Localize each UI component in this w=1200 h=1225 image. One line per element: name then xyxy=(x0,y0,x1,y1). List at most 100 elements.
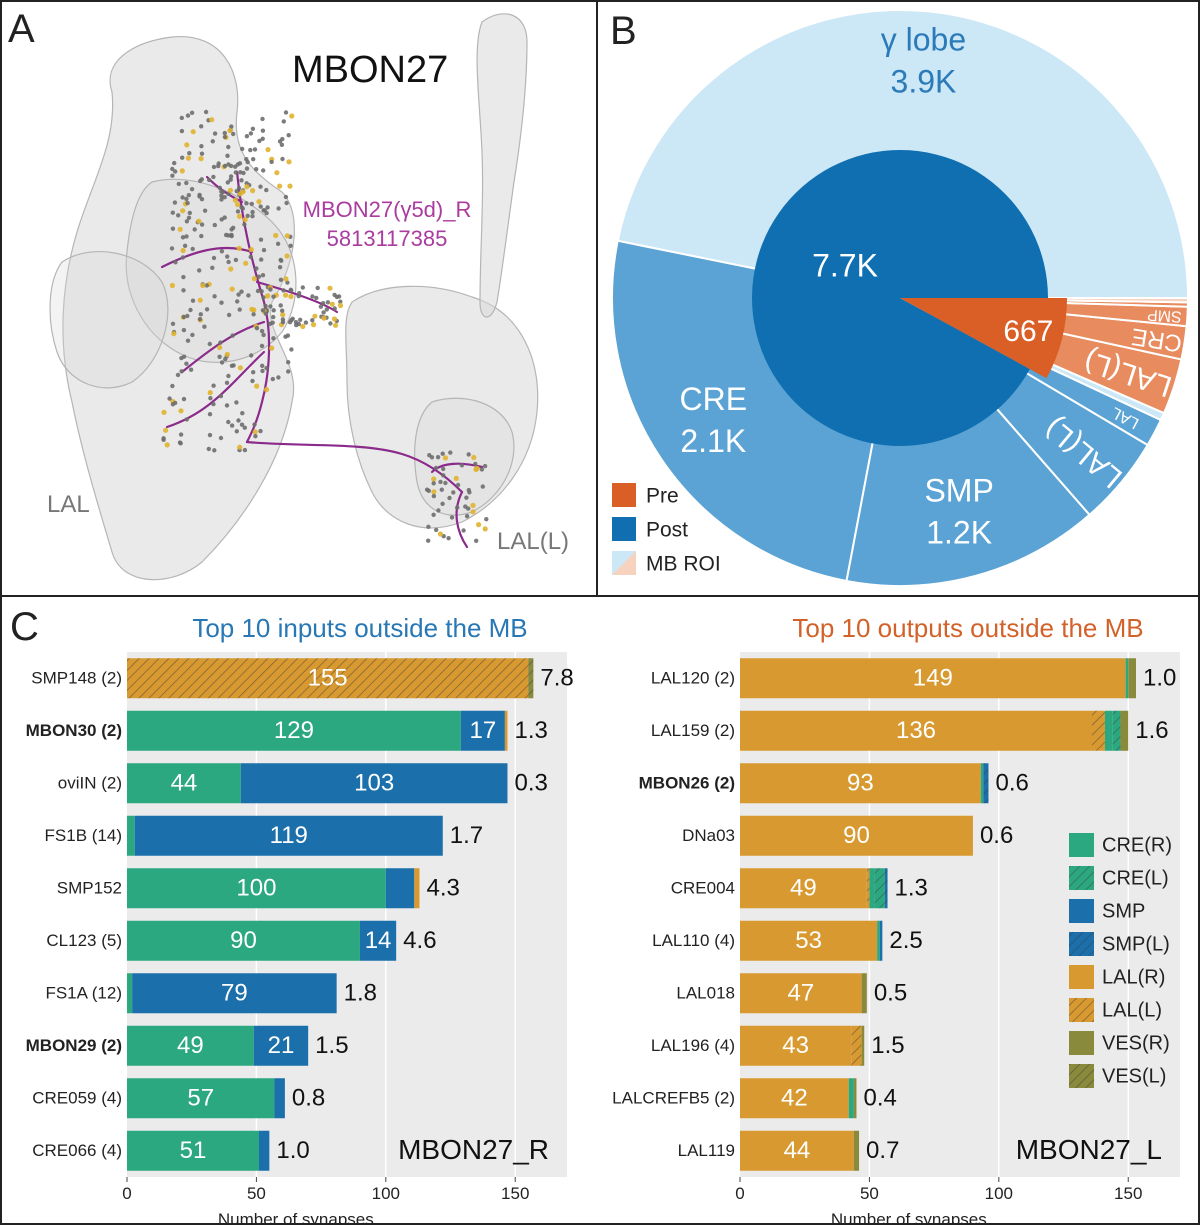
synapse-dot xyxy=(225,180,230,185)
synapse-dot xyxy=(298,317,303,322)
synapse-dot xyxy=(473,461,478,467)
synapse-dot xyxy=(199,124,204,129)
synapse-dot xyxy=(199,233,204,239)
synapse-dot xyxy=(192,227,197,232)
synapse-dot xyxy=(228,174,234,179)
bar-segment-label: 49 xyxy=(177,1032,204,1059)
synapse-dot xyxy=(271,294,276,299)
synapse-dot xyxy=(199,222,205,227)
synapse-dot xyxy=(259,328,265,334)
legend-swatch-half xyxy=(612,551,636,575)
inputs-bar-chart: 0 50 100 150 Number of synapses Top 10 inputs… xyxy=(26,613,574,1223)
synapse-dot xyxy=(184,219,190,224)
x-tick-label: 150 xyxy=(501,1184,529,1203)
bar-end-value: 0.7 xyxy=(866,1137,899,1164)
legend-label: SMP(L) xyxy=(1102,933,1170,955)
bar-end-value: 0.4 xyxy=(863,1085,896,1112)
synapse-dot xyxy=(252,422,257,427)
synapse-dot xyxy=(248,131,254,136)
synapse-dot xyxy=(239,205,244,210)
synapse-dot xyxy=(310,322,317,328)
bar-segment-label: 100 xyxy=(236,875,276,902)
row-label: LAL159 (2) xyxy=(651,721,735,740)
synapse-dot xyxy=(331,316,338,322)
synapse-dot xyxy=(190,298,196,303)
synapse-dot xyxy=(222,134,228,140)
synapse-dot xyxy=(244,201,249,206)
synapse-dot xyxy=(255,288,261,294)
synapse-dot xyxy=(324,307,329,312)
synapse-dot xyxy=(219,217,224,222)
synapse-dot xyxy=(226,162,231,167)
chart-corner-label: MBON27_L xyxy=(1016,1134,1162,1165)
synapse-dot xyxy=(185,313,190,319)
synapse-dot xyxy=(470,502,476,508)
synapse-dot xyxy=(260,273,266,278)
bar-end-value: 1.0 xyxy=(276,1137,309,1164)
synapse-dot xyxy=(289,113,295,119)
legend-swatch xyxy=(1069,899,1094,923)
synapse-dot xyxy=(224,380,230,385)
synapse-dot xyxy=(188,367,194,372)
synapse-dot xyxy=(283,292,289,298)
synapse-dot xyxy=(466,487,471,493)
synapse-dot xyxy=(248,247,254,253)
bar-segment xyxy=(127,815,135,856)
synapse-dot xyxy=(300,285,305,290)
synapse-dot xyxy=(288,293,294,300)
synapse-dot xyxy=(300,323,306,330)
synapse-dot xyxy=(226,144,231,150)
synapse-dot xyxy=(297,291,302,296)
bar-segment xyxy=(528,658,534,699)
synapse-dot xyxy=(207,390,213,396)
synapse-dot xyxy=(464,495,469,500)
synapse-dot xyxy=(161,437,166,442)
synapse-dot xyxy=(461,528,466,533)
synapse-dot xyxy=(310,318,315,323)
bar-segment xyxy=(740,710,1092,751)
bar-segment-label: 57 xyxy=(187,1085,214,1112)
synapse-dot xyxy=(263,387,270,393)
bar-segment-label: 14 xyxy=(365,927,392,954)
synapse-dot xyxy=(479,467,485,472)
synapse-dot xyxy=(229,233,234,239)
x-tick-label: 0 xyxy=(122,1184,131,1203)
synapse-dot xyxy=(202,208,208,213)
synapse-dot xyxy=(263,311,268,316)
synapse-dot xyxy=(170,383,175,389)
synapse-dot xyxy=(237,307,242,312)
synapse-dot xyxy=(265,205,270,210)
legend-label: VES(L) xyxy=(1102,1065,1166,1087)
bar-segment xyxy=(127,1025,254,1066)
synapse-dot xyxy=(265,147,271,153)
synapse-dot xyxy=(258,184,263,189)
synapse-dot xyxy=(286,369,291,374)
synapse-dot xyxy=(312,313,318,319)
bar-end-value: 0.8 xyxy=(292,1085,325,1112)
synapse-dot xyxy=(264,210,269,216)
synapse-dot xyxy=(321,310,326,315)
synapse-dot xyxy=(270,320,275,325)
synapse-dot xyxy=(217,185,222,190)
synapse-dot xyxy=(222,130,227,136)
legend-swatch xyxy=(1069,866,1094,890)
synapse-dot xyxy=(243,260,249,266)
synapse-dot xyxy=(318,304,324,309)
synapse-dot xyxy=(226,373,231,379)
synapse-dot xyxy=(260,363,265,368)
bar-segment xyxy=(740,1130,854,1171)
synapse-dot xyxy=(239,178,244,183)
synapse-dot xyxy=(222,195,227,200)
synapse-dot xyxy=(279,142,285,147)
synapse-dot xyxy=(190,129,196,135)
panel-a: MBON27 MBON27(γ5d)_R 5813117385 LAL LAL(… xyxy=(0,0,598,597)
synapse-dot xyxy=(234,189,239,194)
synapse-dot xyxy=(474,465,480,471)
bar-segment xyxy=(740,763,981,804)
bar-segment xyxy=(866,868,870,909)
bar-end-value: 1.0 xyxy=(1143,665,1176,692)
bar-segment xyxy=(127,710,461,751)
synapse-dot xyxy=(276,206,281,211)
row-label: LAL196 (4) xyxy=(651,1036,735,1055)
bar-segment xyxy=(134,815,443,856)
